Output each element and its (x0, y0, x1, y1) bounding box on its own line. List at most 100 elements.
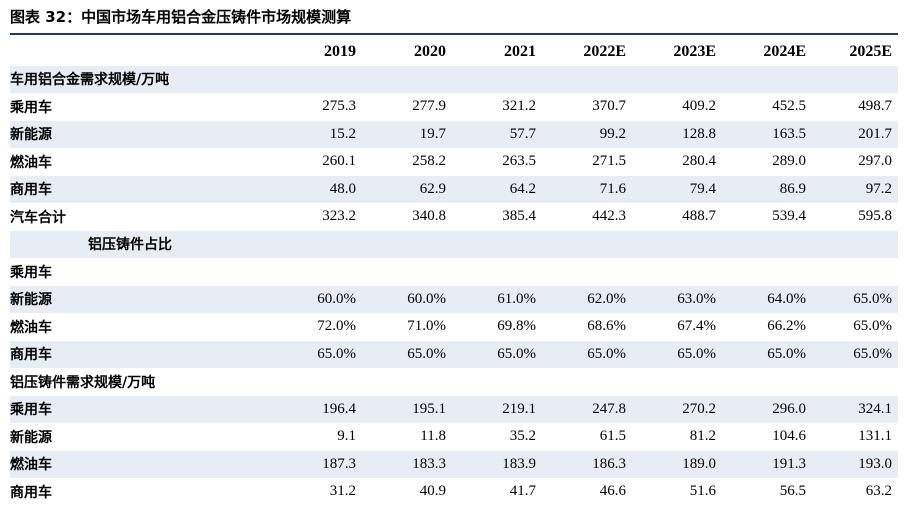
cell: 183.9 (452, 450, 542, 478)
cell: 71.0% (407, 318, 446, 335)
cell: 64.2 (452, 175, 542, 203)
cell: 186.3 (542, 450, 632, 478)
cell: 219.1 (452, 395, 542, 423)
cell: 48.0 (280, 175, 362, 203)
cell: 65.0% (632, 340, 722, 368)
cell: 40.9 (419, 483, 446, 500)
header-year: 2024E (763, 42, 806, 60)
cell: 183.3 (362, 450, 452, 478)
table-row: 燃油车 187.3 183.3 183.9 186.3 189.0 191.3 … (10, 450, 898, 478)
cell: 163.5 (722, 120, 812, 148)
cell: 340.8 (412, 208, 446, 225)
row-label: 商用车 (10, 484, 52, 501)
cell: 277.9 (412, 98, 446, 115)
row-label: 燃油车 (10, 319, 52, 336)
table-row: 商用车 31.2 40.9 41.7 46.6 51.6 56.5 63.2 (10, 478, 898, 506)
row-label: 新能源 (10, 120, 280, 148)
cell (542, 258, 632, 286)
row-label: 商用车 (10, 340, 280, 368)
cell (632, 258, 722, 286)
cell: 81.2 (689, 428, 716, 445)
cell: 289.0 (772, 153, 806, 170)
cell (362, 65, 452, 93)
row-label: 新能源 (10, 429, 52, 446)
cell: 99.2 (542, 120, 632, 148)
cell: 72.0% (317, 318, 356, 335)
cell: 201.7 (812, 120, 898, 148)
cell (280, 368, 362, 396)
cell: 57.7 (452, 120, 542, 148)
cell: 296.0 (722, 395, 812, 423)
cell: 193.0 (812, 450, 898, 478)
cell: 79.4 (632, 175, 722, 203)
cell: 263.5 (502, 153, 536, 170)
cell (812, 258, 898, 286)
cell: 15.2 (280, 120, 362, 148)
cell (542, 230, 632, 258)
cell: 65.0% (722, 340, 812, 368)
cell (452, 65, 542, 93)
cell: 324.1 (812, 395, 898, 423)
cell: 62.0% (542, 285, 632, 313)
cell: 323.2 (322, 208, 356, 225)
table-row: 商用车 65.0% 65.0% 65.0% 65.0% 65.0% 65.0% … (10, 340, 898, 368)
table-row: 新能源 15.2 19.7 57.7 99.2 128.8 163.5 201.… (10, 120, 898, 148)
table-row: 铝压铸件占比 (10, 230, 898, 258)
row-label: 燃油车 (10, 154, 52, 171)
cell (722, 368, 812, 396)
table-row: 乘用车 275.3 277.9 321.2 370.7 409.2 452.5 … (10, 93, 898, 121)
row-label: 商用车 (10, 175, 280, 203)
cell: 128.8 (632, 120, 722, 148)
row-label: 燃油车 (10, 450, 280, 478)
cell: 64.0% (722, 285, 812, 313)
cell (812, 230, 898, 258)
table-row: 新能源 9.1 11.8 35.2 61.5 81.2 104.6 131.1 (10, 423, 898, 451)
header-year: 2021 (504, 42, 536, 60)
cell: 104.6 (772, 428, 806, 445)
cell: 247.8 (542, 395, 632, 423)
cell: 275.3 (322, 98, 356, 115)
cell: 385.4 (502, 208, 536, 225)
cell: 61.5 (599, 428, 626, 445)
cell (542, 65, 632, 93)
cell: 97.2 (812, 175, 898, 203)
header-year: 2020 (414, 42, 446, 60)
table-row: 车用铝合金需求规模/万吨 (10, 65, 898, 93)
cell: 11.8 (420, 428, 446, 445)
cell: 195.1 (362, 395, 452, 423)
cell: 35.2 (509, 428, 536, 445)
table-row: 燃油车 72.0% 71.0% 69.8% 68.6% 67.4% 66.2% … (10, 313, 898, 341)
cell: 65.0% (812, 285, 898, 313)
cell: 280.4 (682, 153, 716, 170)
cell (362, 230, 452, 258)
cell: 370.7 (592, 98, 626, 115)
cell (452, 258, 542, 286)
cell: 62.9 (362, 175, 452, 203)
table-row: 商用车 48.0 62.9 64.2 71.6 79.4 86.9 97.2 (10, 175, 898, 203)
cell: 86.9 (722, 175, 812, 203)
cell (542, 368, 632, 396)
cell: 196.4 (280, 395, 362, 423)
cell (280, 230, 362, 258)
cell: 9.1 (337, 428, 356, 445)
cell (812, 65, 898, 93)
cell: 60.0% (362, 285, 452, 313)
cell: 63.2 (865, 483, 892, 500)
cell: 189.0 (632, 450, 722, 478)
cell: 51.6 (689, 483, 716, 500)
cell (632, 65, 722, 93)
row-label: 乘用车 (10, 264, 52, 281)
cell (722, 258, 812, 286)
cell (280, 65, 362, 93)
cell: 498.7 (858, 98, 892, 115)
cell (452, 368, 542, 396)
header-year: 2022E (583, 42, 626, 60)
row-label: 铝压铸件需求规模/万吨 (10, 374, 156, 391)
cell: 191.3 (722, 450, 812, 478)
cell: 65.0% (452, 340, 542, 368)
cell: 19.7 (362, 120, 452, 148)
cell: 595.8 (858, 208, 892, 225)
table-row: 燃油车 260.1 258.2 263.5 271.5 280.4 289.0 … (10, 148, 898, 176)
cell (280, 258, 362, 286)
cell: 66.2% (767, 318, 806, 335)
